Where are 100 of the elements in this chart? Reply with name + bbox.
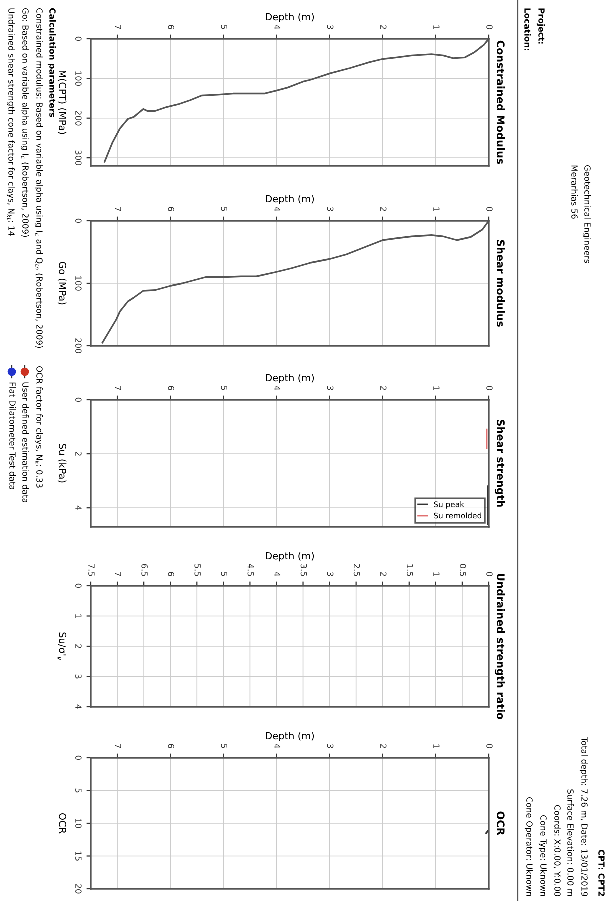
x-tick-label: 2 [380,386,387,390]
y-tick-label: 1 [76,614,82,618]
y-tick-label: 0 [76,218,82,224]
x-tick-label: 7 [115,25,122,30]
x-tick-label: 6.5 [142,564,148,576]
x-tick-label: 2 [380,25,387,30]
y-axis-title: Su (kPa) [58,444,67,483]
x-tick-label: 0 [486,386,493,390]
x-tick-label: 4 [274,386,281,391]
text: Calculation parameters [48,8,56,118]
y-tick-label: 0 [76,584,82,588]
y-tick-label: 0 [76,398,82,402]
x-tick-label: 3 [327,25,334,30]
x-tick-label: 2 [380,572,387,576]
x-tick-label: 3.5 [300,564,308,576]
y-tick-label: 200 [76,338,82,354]
x-tick-label: 0 [486,572,493,576]
text: Undrained strength ratio [494,574,506,720]
x-tick-label: 4 [274,207,281,212]
x-tick-label: 1 [434,744,440,748]
text: OCR [496,812,505,836]
y-axis-title: Go (MPa) [58,262,67,305]
y-tick-label: 300 [76,150,82,166]
text: OCR factor for clays, N$_{k}$: 0.33 [34,366,44,488]
x-tick-label: 1 [434,26,440,30]
y-tick-label: 2 [76,452,82,456]
y-tick-label: 0 [76,36,82,42]
x-axis-title: Depth (m) [266,13,314,23]
x-axis-title: Depth (m) [266,195,314,205]
x-tick-label: 1.5 [406,564,414,576]
x-tick-label: 2 [380,744,387,748]
text: Go: Based on variable alpha using I$_{c}$ (Robertson, 2009) [20,8,30,238]
x-tick-label: 5.5 [194,564,201,576]
text: Project: [536,8,546,44]
x-tick-label: 0 [486,207,493,212]
y-tick-label: 10 [76,819,82,828]
x-tick-label: 7 [115,386,122,390]
x-tick-label: 4 [274,25,281,30]
x-tick-label: 6 [168,207,174,212]
y-tick-label: 5 [76,788,82,793]
y-tick-label: 20 [76,884,82,894]
text: Merarhias 56 [572,166,578,219]
x-axis-title: Depth (m) [266,374,314,384]
x-tick-label: 0 [486,25,493,30]
text: Shear strength [494,420,506,507]
text: Undrained shear strength cone factor for clays, N$_{kt}$: 14 [6,8,16,236]
x-tick-label: 3 [327,386,334,390]
text: Cone Operator: Uknown [524,797,534,896]
text: Geotechnical Engineers [582,165,592,264]
x-tick-label: 5 [221,25,228,30]
y-tick-label: 100 [76,276,82,291]
y-axis-title: M(CPT) (MPa) [58,70,67,134]
text: Constrained modulus: Based on variable alpha using I$_{c}$ and Q$_{tn}$ (Robertson, 2009) [34,8,44,348]
y-tick-label: 0 [76,756,82,760]
y-tick-label: 3 [76,674,82,679]
y-tick-label: 4 [76,506,82,510]
x-tick-label: 0 [486,744,493,748]
x-tick-label: 4.5 [248,564,254,576]
legend-label: Flat Dilatometer Test data [10,382,16,490]
y-tick-label: 2 [76,644,82,648]
text: Coords: X:0.00, Y:0.00 [554,805,562,896]
x-tick-label: 1 [434,386,440,390]
text: Constrained Modulus [496,40,506,164]
x-tick-label: 1 [434,572,440,576]
x-tick-label: 7 [115,207,122,212]
y-axis-title: OCR [59,813,66,834]
y-tick-label: 4 [76,704,82,710]
x-tick-label: 5 [221,744,228,748]
y-tick-label: 15 [76,852,82,861]
text: Cone Type: Uknown [538,815,548,896]
x-axis-title: Depth (m) [266,732,314,742]
x-tick-label: 3 [327,744,334,748]
x-tick-label: 5 [221,207,228,212]
x-tick-label: 5 [221,386,228,390]
x-tick-label: 4 [274,744,281,749]
text: Total depth: 7.26 m, Date: 13/01/2019 [580,737,588,896]
x-tick-label: 5 [221,572,228,576]
x-tick-label: 7.5 [88,564,95,576]
x-tick-label: 4 [274,572,281,577]
y-axis-title: Su/σ'$_{v}$ [58,632,67,661]
x-tick-label: 2.5 [354,564,360,576]
x-tick-label: 3 [327,572,334,576]
x-tick-label: 7 [115,572,122,576]
text: Location: [524,8,532,50]
legend-label: User defined estimation data [22,382,30,503]
x-tick-label: 1 [434,208,440,212]
y-tick-label: 100 [76,72,82,86]
x-axis-title: Depth (m) [266,552,314,562]
x-tick-label: 3 [327,207,334,212]
x-tick-label: 6 [168,25,174,30]
text: Shear modulus [496,240,506,327]
x-tick-label: 0.5 [460,564,466,576]
x-tick-label: 6 [168,572,174,576]
text: CPT: CPT2 [598,850,605,896]
x-tick-label: 6 [168,386,174,390]
y-tick-label: 200 [76,111,82,126]
x-tick-label: 2 [380,207,387,212]
x-tick-label: 7 [115,744,122,748]
text: Surface Elevation: 0.00 m [568,790,574,896]
x-tick-label: 6 [168,744,174,748]
